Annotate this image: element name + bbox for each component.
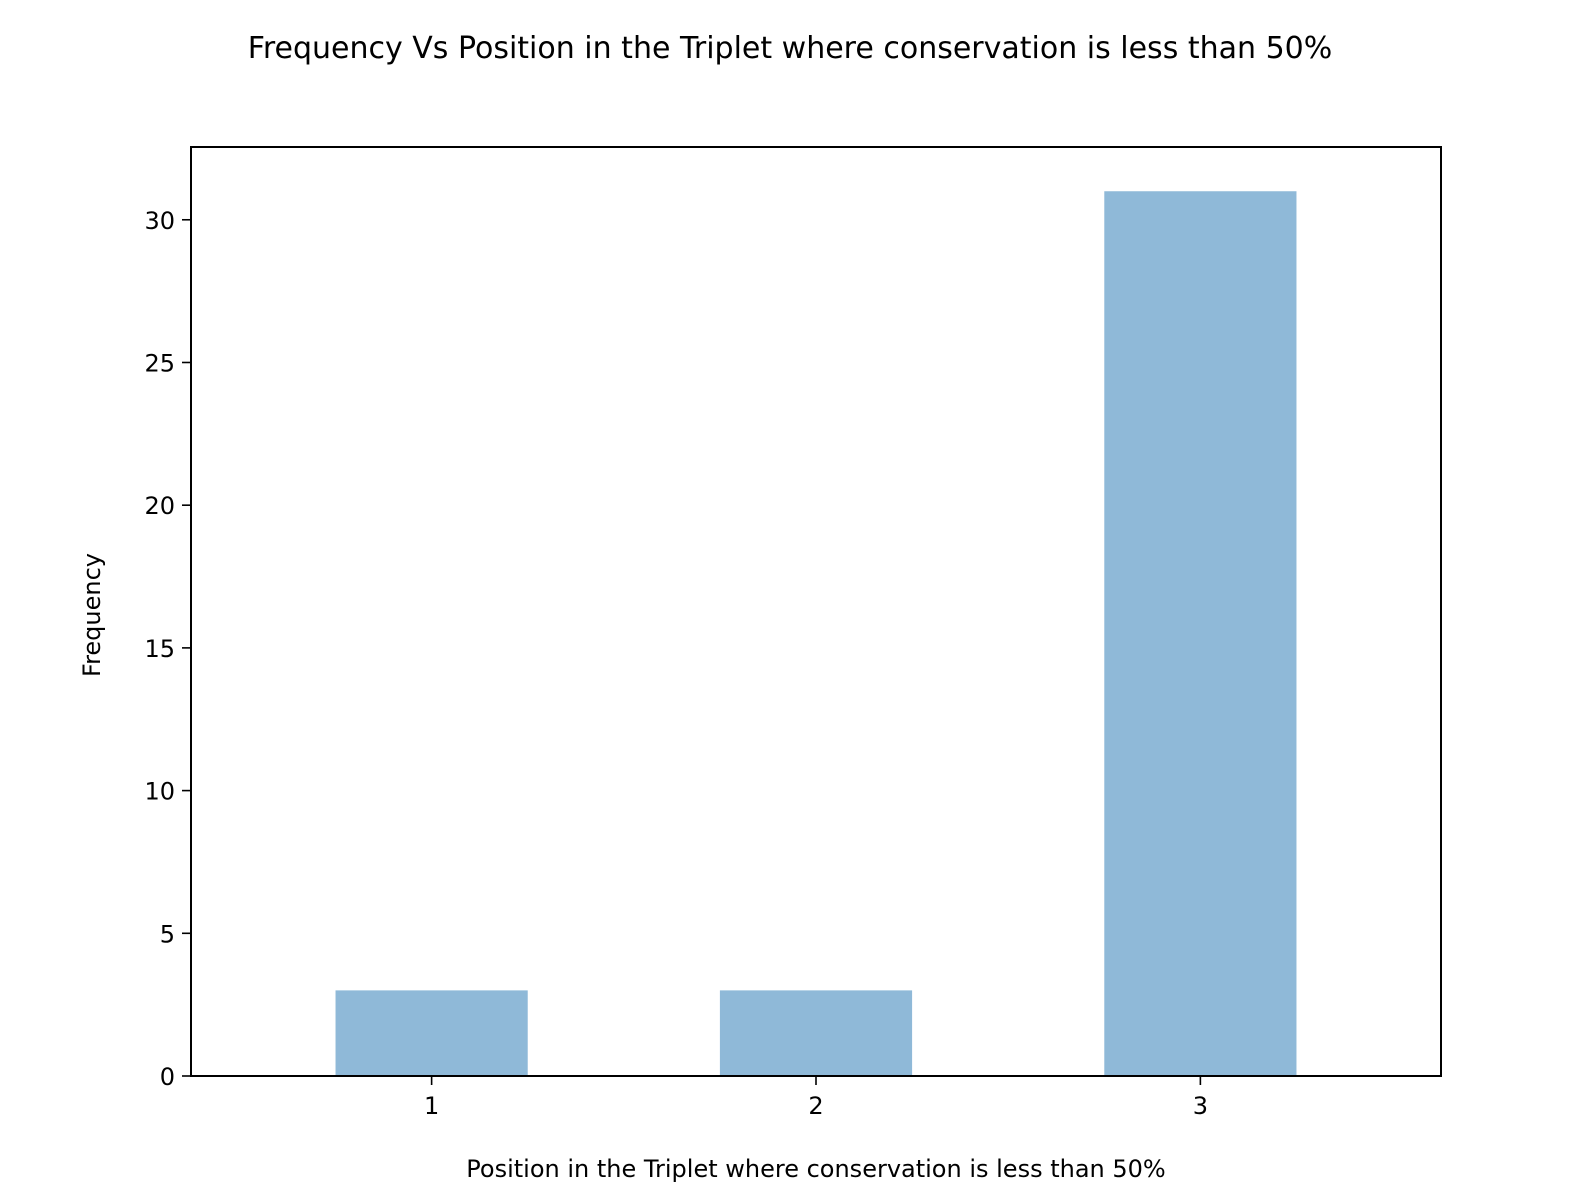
x-tick-label-3: 3: [1193, 1092, 1208, 1120]
y-tick-label-30: 30: [144, 207, 175, 235]
x-axis-label: Position in the Triplet where conservati…: [466, 1155, 1165, 1183]
bar-3: [1104, 191, 1297, 1076]
y-axis-label: Frequency: [78, 553, 106, 677]
chart-title: Frequency Vs Position in the Triplet whe…: [248, 31, 1333, 66]
bar-1: [335, 990, 528, 1076]
y-tick-label-10: 10: [144, 778, 175, 806]
bars-layer: [335, 191, 1297, 1076]
y-tick-label-25: 25: [144, 349, 175, 377]
x-tick-label-1: 1: [424, 1092, 439, 1120]
x-tick-label-2: 2: [808, 1092, 823, 1120]
y-tick-label-5: 5: [160, 920, 175, 948]
x-axis: 1 2 3: [424, 1076, 1208, 1120]
y-tick-label-15: 15: [144, 635, 175, 663]
bar-2: [719, 990, 913, 1076]
plot-frame: [190, 146, 1442, 1077]
y-tick-label-20: 20: [144, 492, 175, 520]
y-axis: 0 5 10 15 20 25 30: [144, 207, 191, 1091]
y-tick-label-0: 0: [160, 1063, 175, 1091]
